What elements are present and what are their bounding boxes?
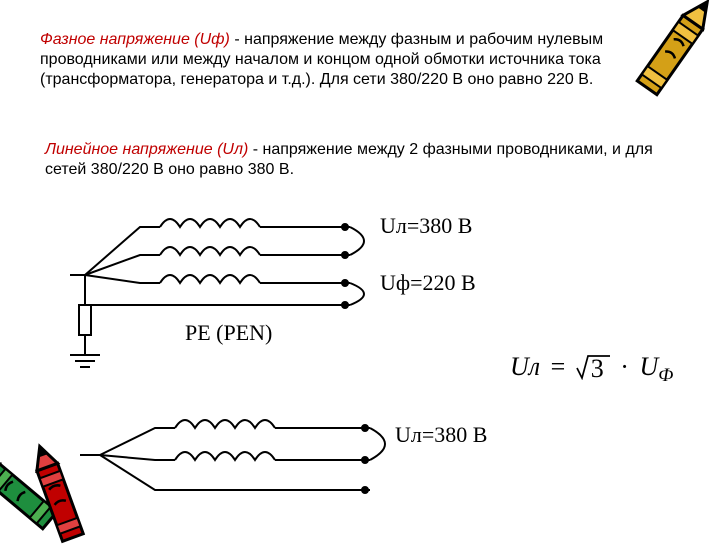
- formula-dot: ·: [616, 352, 633, 381]
- sqrt-icon: 3: [576, 352, 610, 382]
- label-uphase: Uф=220 В: [380, 270, 476, 296]
- formula-sub: Ф: [658, 365, 673, 386]
- crayon-icon: [610, 0, 720, 125]
- line-voltage-term: Линейное напряжение (Uл): [45, 141, 253, 158]
- term2-text: Линейное напряжение (Uл): [45, 141, 248, 158]
- label-uline-top: Uл=380 В: [380, 213, 472, 239]
- formula-rhs: U: [639, 352, 658, 381]
- formula-radicand: 3: [591, 354, 604, 384]
- term1-text: Фазное напряжение (Uф): [40, 31, 230, 48]
- line-voltage-definition: Линейное напряжение (Uл) - напряжение ме…: [45, 140, 655, 180]
- formula-eq: =: [547, 352, 570, 381]
- label-pe-pen: PE (PEN): [185, 320, 272, 346]
- formula-lhs: Uл: [510, 352, 540, 381]
- formula-ul-sqrt3-uf: Uл = 3 · UФ: [510, 352, 673, 387]
- crayon-icon: [0, 415, 120, 555]
- phase-voltage-definition: Фазное напряжение (Uф) - напряжение межд…: [40, 30, 680, 90]
- phase-voltage-term: Фазное напряжение (Uф): [40, 31, 234, 48]
- circuit-top: [30, 205, 390, 375]
- label-uline-bottom: Uл=380 В: [395, 422, 487, 448]
